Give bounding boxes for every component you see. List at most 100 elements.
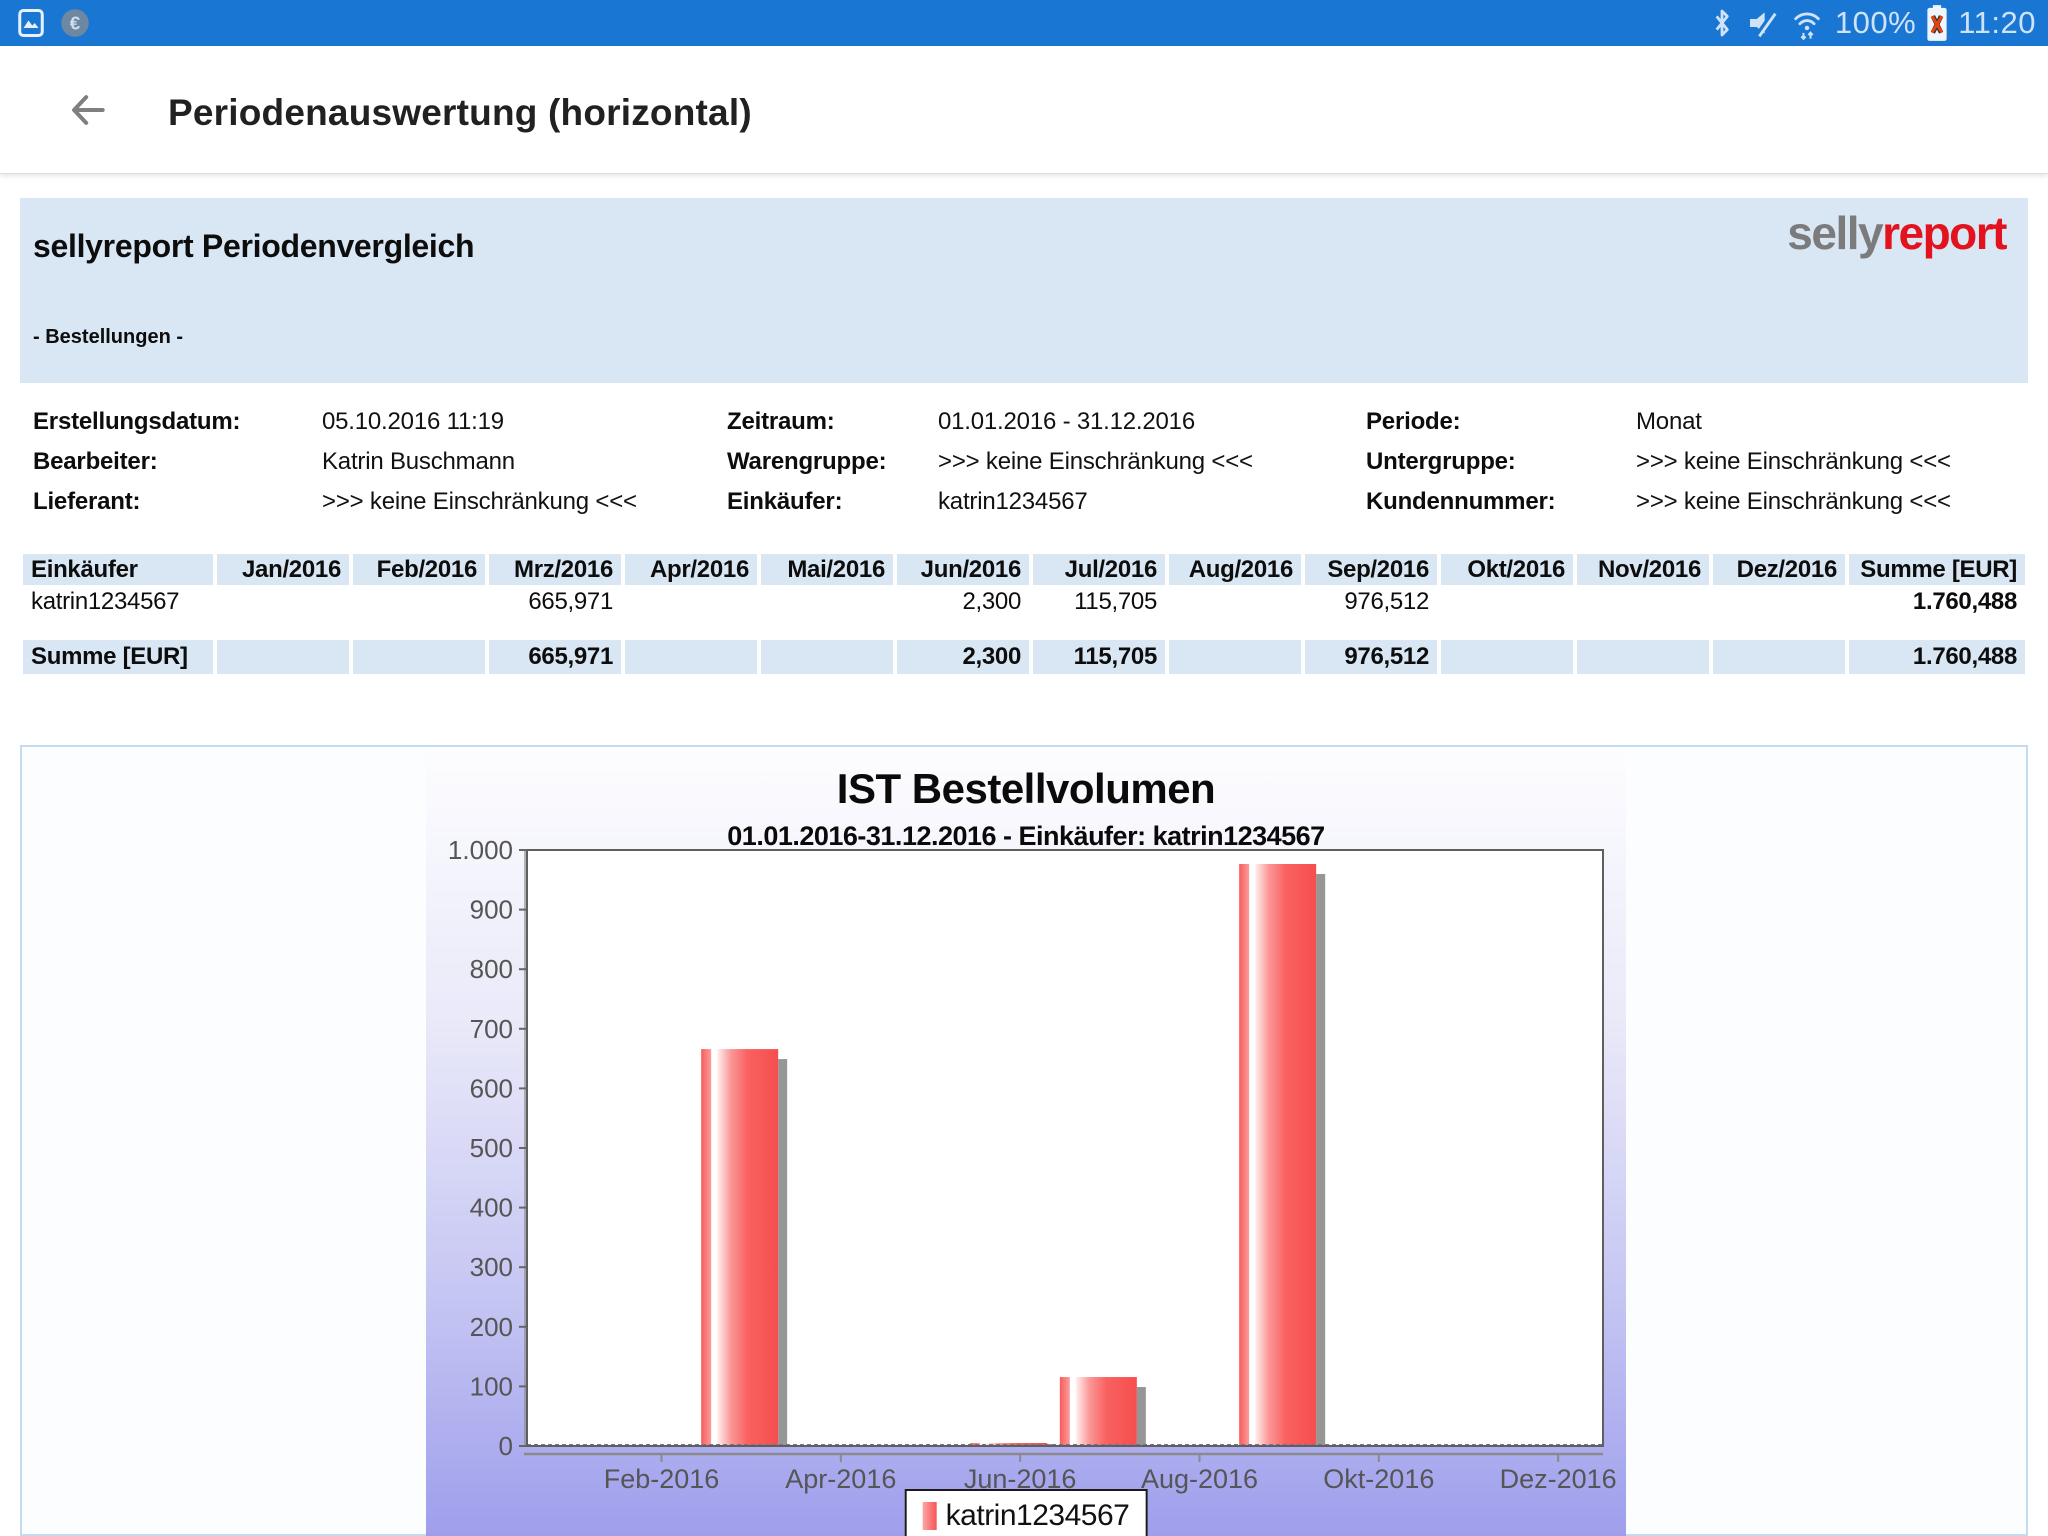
month-cell: 2,300 [897,585,1029,618]
month-cell: 2,300 [897,640,1029,674]
logo-report: report [1882,207,2007,259]
month-cell: Nov/2016 [1577,554,1709,585]
month-cell: Jun/2016 [897,554,1029,585]
bar-highlight [701,1049,712,1446]
month-cell: Mrz/2016 [489,554,621,585]
battery-icon [1926,5,1948,41]
meta-label: Kundennummer: [1366,488,1556,515]
meta-label: Erstellungsdatum: [33,408,241,435]
month-cell [1441,640,1573,674]
bar-highlight [1059,1377,1070,1446]
month-cell: Okt/2016 [1441,554,1573,585]
y-tick-label: 200 [470,1312,513,1342]
meta-value: >>> keine Einschränkung <<< [1636,488,1951,515]
meta-label: Warengruppe: [727,448,887,475]
month-cell [353,640,485,674]
legend-marker-icon [922,1502,937,1530]
meta-value: >>> keine Einschränkung <<< [322,488,637,515]
row-name-cell: katrin1234567 [23,585,213,618]
meta-value: >>> keine Einschränkung <<< [1636,448,1951,475]
month-cell: 115,705 [1033,585,1165,618]
month-cell [1577,640,1709,674]
y-tick-label: 300 [470,1252,513,1282]
row-name-cell: Summe [EUR] [23,640,213,674]
month-cell: Dez/2016 [1713,554,1845,585]
back-button[interactable] [62,86,114,134]
month-cell: Jan/2016 [217,554,349,585]
meta-label: Zeitraum: [727,408,835,435]
y-tick-label: 400 [470,1193,513,1223]
sum-cell: Summe [EUR] [1849,554,2025,585]
arrow-left-icon [72,95,105,125]
chart-plot: 0 100 200 300 400 500 600 700 800 900 1.000 Feb-201… [448,835,1617,1494]
report-subtitle: - Bestellungen - [33,326,184,348]
bar-shadow [1316,873,1326,1446]
bluetooth-icon [1709,7,1735,39]
bar [986,1443,1048,1446]
month-cell [761,585,893,618]
y-tick-label: 600 [470,1073,513,1103]
bar-chart: 0 100 200 300 400 500 600 700 800 900 1.000 Feb-201… [426,749,1626,1536]
battery-percent: 100% [1834,5,1917,40]
month-cell [1169,640,1301,674]
month-cell [761,640,893,674]
table-row: Einkäufer Jan/2016 Feb/2016 Mrz/2016 Apr/201… [23,554,2025,585]
euro-icon: € [60,8,90,38]
month-cell: Sep/2016 [1305,554,1437,585]
chart-container: 0 100 200 300 400 500 600 700 800 900 1.000 Feb-201… [20,745,2028,1536]
period-table: Einkäufer Jan/2016 Feb/2016 Mrz/2016 Apr/201… [19,554,2029,674]
month-cell: 665,971 [489,640,621,674]
meta-value: katrin1234567 [938,488,1088,515]
row-name-cell: Einkäufer [23,554,213,585]
month-cell [217,585,349,618]
y-tick-label: 700 [470,1014,513,1044]
month-cell [1713,640,1845,674]
y-tick-label: 1.000 [448,835,513,865]
report-header-panel: sellyreport Periodenvergleich - Bestellu… [20,198,2028,383]
month-cell [625,640,757,674]
month-cell [1441,585,1573,618]
y-tick-label: 500 [470,1133,513,1163]
month-cell [1169,585,1301,618]
month-cell: Jul/2016 [1033,554,1165,585]
meta-label: Untergruppe: [1366,448,1516,475]
chart-subtitle: 01.01.2016-31.12.2016 - Einkäufer: katri… [727,821,1325,851]
month-cell [217,640,349,674]
meta-label: Periode: [1366,408,1461,435]
x-tick-label: Aug-2016 [1141,1464,1258,1494]
status-bar: € [0,0,2048,46]
spacer [23,618,2025,640]
month-cell [1577,585,1709,618]
report-title: sellyreport Periodenvergleich [33,228,475,264]
wifi-icon [1789,6,1825,40]
month-cell [625,585,757,618]
logo-selly: selly [1787,207,1883,259]
meta-value: 01.01.2016 - 31.12.2016 [938,408,1195,435]
x-tick-label: Dez-2016 [1500,1464,1617,1494]
meta-label: Bearbeiter: [33,448,158,475]
month-cell: 665,971 [489,585,621,618]
meta-value: 05.10.2016 11:19 [322,408,504,435]
volume-muted-icon [1745,7,1779,39]
screenshot-icon [16,8,46,38]
meta-label: Lieferant: [33,488,141,515]
month-cell [1713,585,1845,618]
legend-label: katrin1234567 [945,1499,1130,1532]
bar-shadow [1136,1387,1146,1446]
x-tick-label: Okt-2016 [1323,1464,1434,1494]
month-cell: Apr/2016 [625,554,757,585]
clock: 11:20 [1958,5,2036,40]
spacer-row [23,618,2025,640]
report-meta: Erstellungsdatum: 05.10.2016 11:19 Zeitrau… [33,402,2023,522]
month-cell: 976,512 [1305,585,1437,618]
chart-title: IST Bestellvolumen [836,765,1216,812]
svg-text:€: € [70,12,81,33]
y-tick-label: 100 [470,1371,513,1401]
y-tick-label: 0 [499,1431,513,1461]
table-row: katrin1234567 665,971 2,300 115,705 976,512 1… [23,585,2025,618]
meta-value: Katrin Buschmann [322,448,515,475]
sum-cell: 1.760,488 [1849,640,2025,674]
sellyreport-logo: sellyreport [1787,206,2007,260]
month-cell: Feb/2016 [353,554,485,585]
